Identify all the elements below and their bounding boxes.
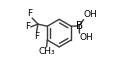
Text: OH: OH: [84, 10, 98, 19]
Text: CH₃: CH₃: [38, 47, 55, 56]
Text: OH: OH: [80, 33, 94, 42]
Text: F: F: [34, 32, 39, 41]
Text: F: F: [27, 9, 32, 18]
Text: B: B: [76, 21, 83, 31]
Text: F: F: [25, 22, 30, 31]
